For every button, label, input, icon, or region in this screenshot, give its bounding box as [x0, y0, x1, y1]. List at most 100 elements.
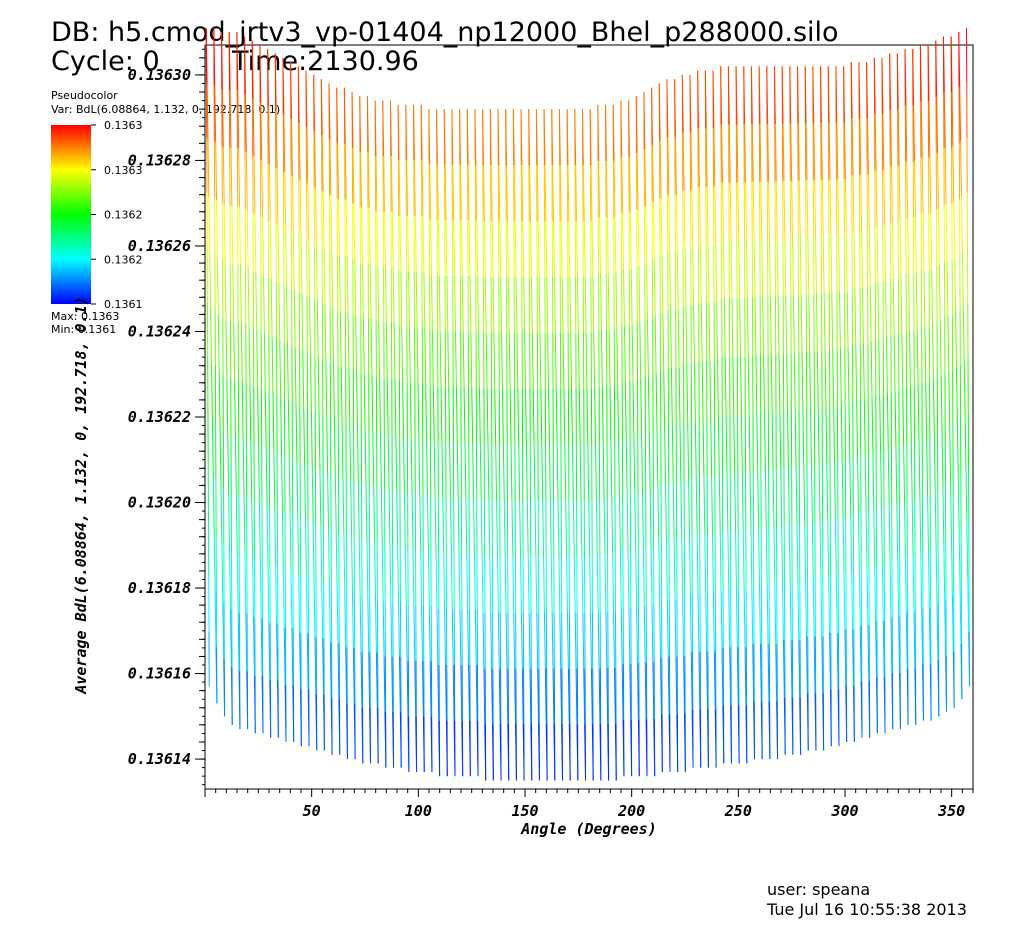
- data-spike: [658, 83, 671, 772]
- data-spike: [420, 104, 433, 772]
- data-spike: [512, 109, 525, 781]
- data-spike: [804, 66, 817, 751]
- data-spike: [328, 83, 341, 755]
- legend-tick-label: 0.1361: [104, 298, 143, 311]
- legend-tick-label: 0.1362: [104, 209, 143, 222]
- data-spike: [896, 53, 909, 730]
- data-spike: [827, 66, 840, 747]
- data-spike: [535, 109, 548, 781]
- data-spike: [497, 109, 510, 781]
- data-spike: [520, 109, 533, 781]
- data-spike: [259, 44, 272, 738]
- data-spike: [574, 109, 587, 781]
- data-spike: [958, 32, 971, 700]
- data-spike: [927, 44, 940, 721]
- data-spike: [443, 109, 456, 777]
- data-spike: [459, 109, 471, 777]
- data-spike: [712, 70, 725, 768]
- y-axis-title: Average BdL(6.08864, 1.132, 0, 192.718, …: [72, 296, 90, 694]
- y-tick-label: 0.13618: [128, 579, 191, 597]
- data-spike: [397, 104, 410, 772]
- data-spike: [205, 27, 218, 704]
- data-spike: [474, 109, 487, 781]
- data-spike: [382, 100, 395, 768]
- plot-frame: [204, 44, 974, 790]
- data-spike: [835, 66, 848, 747]
- data-spike: [244, 36, 256, 734]
- data-spike: [597, 104, 610, 781]
- legend-tick-label: 0.1362: [104, 253, 143, 266]
- x-axis-title: Angle (Degrees): [520, 820, 656, 838]
- data-spike: [935, 40, 948, 717]
- data-spike: [282, 57, 295, 742]
- legend-max: Max: 0.1363: [51, 310, 120, 323]
- data-spike: [413, 104, 425, 772]
- data-spike: [551, 109, 564, 781]
- data-spike: [735, 66, 748, 764]
- time-label: Time:2130.96: [232, 46, 419, 77]
- cycle-label: Cycle: 0: [51, 46, 160, 77]
- data-spike: [843, 66, 855, 742]
- x-tick-label: 250: [724, 802, 752, 820]
- y-axis: 0.13614 0.13616 0.13618 0.13620 0.13622 0.136…: [128, 48, 205, 786]
- data-spike: [919, 44, 932, 721]
- data-spike: [850, 62, 863, 742]
- data-spike: [651, 87, 663, 777]
- x-tick-label: 150: [511, 802, 538, 820]
- x-tick-label: 200: [617, 802, 645, 820]
- y-tick-label: 0.13614: [128, 750, 191, 768]
- data-spike: [950, 36, 963, 708]
- x-tick-label: 100: [405, 802, 432, 820]
- legend-tick-label: 0.1363: [104, 164, 143, 177]
- data-spike: [589, 109, 602, 781]
- data-spike: [612, 104, 625, 781]
- data-spike: [543, 109, 556, 781]
- data-spike: [436, 109, 448, 777]
- y-tick-label: 0.13626: [128, 237, 191, 255]
- data-spike: [482, 109, 494, 781]
- y-tick-label: 0.13624: [128, 322, 191, 340]
- x-tick-label: 300: [830, 802, 858, 820]
- legend-plot-type: Pseudocolor: [51, 89, 118, 102]
- data-spike: [704, 70, 717, 768]
- data-spike: [336, 87, 348, 760]
- x-tick-label: 50: [303, 802, 321, 820]
- data-spike: [620, 100, 633, 777]
- data-spike: [681, 74, 694, 772]
- legend-tick-label: 0.1363: [104, 119, 143, 132]
- x-tick-label: 350: [937, 802, 965, 820]
- data-spike: [689, 74, 702, 768]
- data-spike: [320, 79, 333, 755]
- data-spike: [789, 66, 802, 755]
- data-spike: [290, 62, 302, 747]
- data-spike: [628, 100, 640, 777]
- data-spike: [750, 66, 763, 760]
- data-spike: [743, 66, 756, 764]
- data-spike: [251, 40, 264, 734]
- y-tick-label: 0.13616: [128, 665, 191, 683]
- data-spike: [965, 27, 971, 687]
- y-tick-label: 0.13620: [128, 494, 191, 512]
- data-spike: [942, 36, 955, 713]
- data-spike: [389, 100, 402, 768]
- data-spike: [758, 66, 771, 760]
- data-spike: [889, 53, 901, 730]
- data-spike: [773, 66, 786, 760]
- data-spike: [489, 109, 502, 781]
- data-spike: [359, 96, 372, 764]
- data-spike: [812, 66, 825, 751]
- y-tick-label: 0.13630: [128, 66, 191, 84]
- data-spike: [505, 109, 517, 781]
- data-series: [205, 27, 971, 781]
- data-spike: [274, 53, 287, 742]
- data-spike: [351, 92, 364, 764]
- data-spike: [666, 79, 679, 772]
- data-spike: [297, 66, 310, 747]
- data-spike: [228, 32, 241, 730]
- data-spike: [781, 66, 794, 755]
- data-spike: [528, 109, 540, 781]
- data-spike: [366, 96, 379, 764]
- data-spike: [343, 87, 356, 760]
- legend-min: Min: 0.1361: [51, 323, 117, 336]
